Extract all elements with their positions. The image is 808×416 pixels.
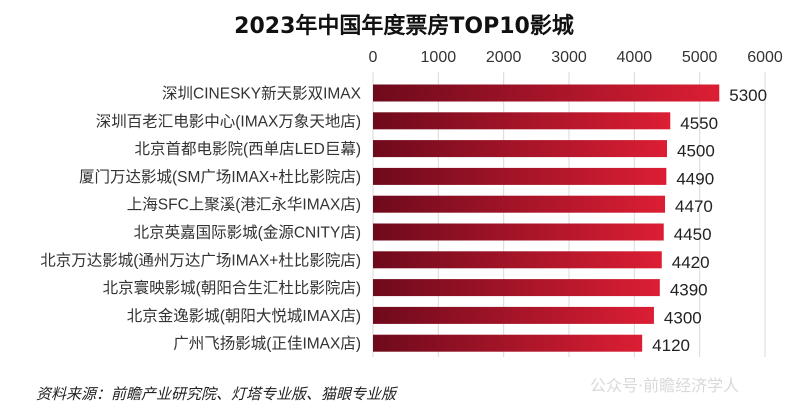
bar bbox=[373, 84, 720, 102]
category-label: 上海SFC上聚溪(港汇永华IMAX店) bbox=[127, 196, 361, 214]
category-label: 深圳百老汇电影中心(IMAX万象天地店) bbox=[96, 112, 361, 130]
category-label: 广州飞扬影城(正佳IMAX店) bbox=[173, 335, 361, 353]
data-label: 4420 bbox=[672, 253, 710, 272]
chart-title: 2023年中国年度票房TOP10影城 bbox=[234, 14, 574, 39]
x-tick-label: 6000 bbox=[747, 49, 783, 66]
category-label: 北京金逸影城(朝阳大悦城IMAX店) bbox=[127, 307, 361, 325]
data-label: 4500 bbox=[677, 142, 715, 161]
category-label: 北京首都电影院(西单店LED巨幕) bbox=[135, 139, 361, 158]
data-label: 4390 bbox=[670, 281, 708, 300]
x-tick-label: 4000 bbox=[617, 49, 653, 66]
source-note: 资料来源：前瞻产业研究院、灯塔专业版、猫眼专业版 bbox=[36, 385, 397, 403]
data-label: 4120 bbox=[652, 336, 690, 355]
category-label: 北京万达影城(通州万达广场IMAX+杜比影院店) bbox=[40, 250, 361, 269]
data-label: 5300 bbox=[729, 86, 767, 105]
bar bbox=[373, 140, 667, 158]
data-label: 4300 bbox=[664, 308, 702, 327]
x-tick-label: 2000 bbox=[486, 49, 522, 66]
data-label: 4550 bbox=[680, 114, 718, 133]
category-label: 北京英嘉国际影城(金源CNITY店) bbox=[134, 224, 361, 242]
bar bbox=[373, 112, 671, 130]
watermark: 公众号·前瞻经济学人 bbox=[590, 376, 740, 395]
bar bbox=[373, 279, 660, 297]
category-label: 北京寰映影城(朝阳合生汇杜比影院店) bbox=[103, 278, 361, 297]
data-label: 4490 bbox=[676, 169, 714, 188]
x-tick-label: 5000 bbox=[682, 49, 718, 66]
category-label: 厦门万达影城(SM广场IMAX+杜比影院店) bbox=[79, 167, 361, 186]
data-label: 4470 bbox=[675, 197, 713, 216]
x-tick-label: 1000 bbox=[421, 49, 457, 66]
bar bbox=[373, 251, 662, 269]
category-label: 深圳CINESKY新天影双IMAX bbox=[162, 85, 362, 103]
bar bbox=[373, 167, 667, 185]
bar bbox=[373, 306, 654, 324]
x-tick-label: 0 bbox=[369, 49, 378, 66]
bar bbox=[373, 195, 666, 213]
bar bbox=[373, 334, 643, 352]
x-tick-label: 3000 bbox=[551, 49, 587, 66]
data-label: 4450 bbox=[674, 225, 712, 244]
bar bbox=[373, 223, 664, 241]
